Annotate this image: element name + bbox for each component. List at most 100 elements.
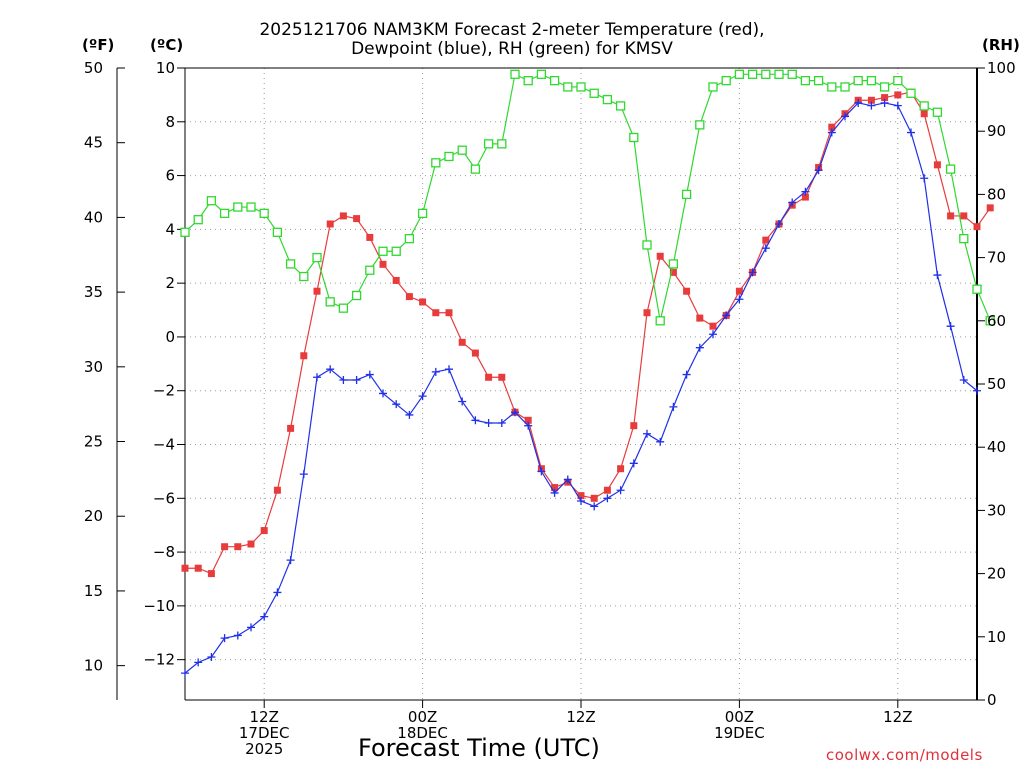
dewpoint-point xyxy=(392,400,401,409)
rh-line xyxy=(184,73,991,322)
celsius-tick-label: −8 xyxy=(153,543,175,561)
rh-point xyxy=(470,164,481,174)
dewpoint-point xyxy=(247,623,255,632)
grid-lines xyxy=(185,67,977,700)
rh-point xyxy=(351,290,362,301)
celsius-tick-label: 10 xyxy=(156,59,175,77)
temperature-point xyxy=(498,373,506,381)
temperature-point xyxy=(379,260,387,268)
celsius-tick-label: −2 xyxy=(153,382,175,400)
temperature-point xyxy=(590,494,598,502)
rh-point xyxy=(431,158,441,168)
rh-point xyxy=(734,69,745,79)
temperature-point xyxy=(194,564,202,572)
fahrenheit-tick-label: 40 xyxy=(84,208,103,226)
rh-point xyxy=(378,246,388,256)
rh-point xyxy=(879,82,890,92)
dewpoint-point xyxy=(735,295,744,304)
dewpoint-point xyxy=(352,375,361,384)
dewpoint-point xyxy=(603,494,612,503)
dewpoint-point xyxy=(827,128,836,137)
dewpoint-point xyxy=(748,268,757,277)
temperature-point xyxy=(881,94,889,102)
rh-point xyxy=(906,88,916,98)
x-tick-label: 00Z xyxy=(725,708,754,726)
temperature-point xyxy=(656,252,664,260)
rh-tick-label: 20 xyxy=(987,565,1006,583)
rh-point xyxy=(180,227,190,237)
temperature-point xyxy=(260,527,268,535)
dewpoint-point xyxy=(788,198,797,207)
temperature-point xyxy=(458,338,466,346)
temperature-point xyxy=(973,223,981,231)
temperature-point xyxy=(221,543,229,551)
fahrenheit-tick-label: 50 xyxy=(84,59,103,77)
fahrenheit-tick-label: 20 xyxy=(84,507,103,525)
rh-tick-label: 80 xyxy=(987,185,1006,203)
dewpoint-point xyxy=(207,652,216,661)
temperature-point xyxy=(419,298,427,306)
temperature-point xyxy=(867,96,875,104)
rh-point xyxy=(945,164,956,174)
x-tick-label: 00Z xyxy=(408,708,437,726)
dewpoint-point xyxy=(656,437,665,446)
x-tick-label: 12Z xyxy=(250,708,279,726)
temperature-point xyxy=(603,486,611,494)
dewpoint-point xyxy=(616,486,625,495)
temperature-point xyxy=(287,424,295,432)
rh-point xyxy=(497,139,507,149)
temperature-point xyxy=(947,212,955,220)
x-tick-label: 17DEC xyxy=(239,724,290,742)
chart-title-line1: 2025121706 NAM3KM Forecast 2-meter Tempe… xyxy=(259,20,765,40)
rh-point xyxy=(312,252,322,263)
rh-point xyxy=(985,316,995,326)
temperature-point xyxy=(828,123,836,131)
dewpoint-point xyxy=(893,101,902,110)
temperature-point xyxy=(524,416,532,424)
fahrenheit-tick-label: 35 xyxy=(84,283,103,301)
temperature-point xyxy=(247,540,255,548)
rh-point xyxy=(272,227,283,237)
temperature-point xyxy=(471,349,479,357)
celsius-tick-label: 6 xyxy=(165,167,175,185)
rh-point xyxy=(642,240,652,250)
dewpoint-point xyxy=(260,612,269,621)
dewpoint-point xyxy=(286,556,295,565)
rh-point xyxy=(615,101,626,111)
dewpoint-point xyxy=(194,658,203,667)
dewpoint-point xyxy=(761,244,770,253)
rh-point xyxy=(259,208,269,219)
rh-point xyxy=(681,189,692,200)
rh-point xyxy=(193,215,203,225)
temperature-point xyxy=(181,564,189,572)
temperature-point xyxy=(234,543,242,551)
temperature-point xyxy=(709,322,717,330)
rh-point xyxy=(800,75,811,86)
temperature-point xyxy=(366,233,374,241)
celsius-tick-label: 4 xyxy=(165,220,175,238)
rh-point xyxy=(391,246,401,256)
dewpoint-point xyxy=(431,367,440,376)
rh-point xyxy=(655,316,665,326)
rh-point xyxy=(893,75,903,86)
fahrenheit-tick-label: 30 xyxy=(84,358,103,376)
rh-axis-unit: (RH) xyxy=(982,36,1020,54)
dewpoint-point xyxy=(273,588,282,597)
dewpoint-point xyxy=(801,187,810,196)
dewpoint-point xyxy=(524,421,533,430)
temperature-point xyxy=(445,309,453,317)
fahrenheit-axis-unit: (ºF) xyxy=(82,36,115,54)
celsius-tick-label: −12 xyxy=(143,651,175,669)
dewpoint-point xyxy=(775,219,783,228)
rh-point xyxy=(708,82,718,92)
temperature-point xyxy=(894,91,902,99)
rh-point xyxy=(246,202,256,212)
dewpoint-point xyxy=(471,416,480,425)
dewpoint-point xyxy=(933,271,942,280)
dewpoint-point xyxy=(643,429,651,438)
dewpoint-point xyxy=(511,408,519,417)
rh-point xyxy=(365,265,375,275)
x-axis-label: Forecast Time (UTC) xyxy=(358,734,600,762)
dewpoint-point xyxy=(484,418,493,427)
